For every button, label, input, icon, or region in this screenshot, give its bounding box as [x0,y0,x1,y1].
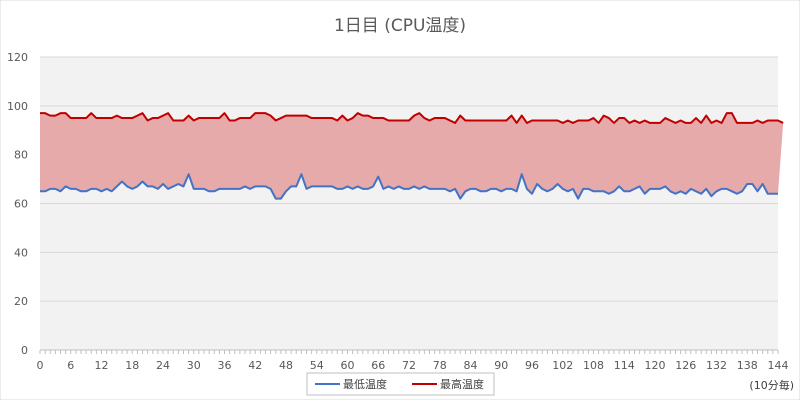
series-line-min [40,173,778,200]
y-tick-label-60: 60 [14,198,28,211]
legend-box [306,372,495,396]
y-tick-label-0: 0 [21,344,28,357]
x-tick-label-48: 48 [279,359,293,372]
x-tick-label-126: 126 [675,359,696,372]
legend-label-max: 最高温度 [440,377,484,391]
x-tick-label-102: 102 [552,359,573,372]
x-tick-label-0: 0 [37,359,44,372]
x-tick-labels: 0 6 12 18 24 30 36 42 48 54 60 66 72 78 84 90 96 102 108 11… [37,359,789,372]
x-tick-label-96: 96 [525,359,539,372]
x-tick-label-108: 108 [583,359,604,372]
series-line-max [40,112,784,124]
x-tick-label-18: 18 [125,359,139,372]
temperature-band [40,113,784,199]
y-tick-label-80: 80 [14,149,28,162]
x-tick-label-66: 66 [371,359,385,372]
x-tick-label-84: 84 [464,359,478,372]
x-tick-label-24: 24 [156,359,170,372]
x-tick-label-90: 90 [494,359,508,372]
y-tick-label-120: 120 [7,51,28,64]
axes [39,349,779,354]
x-tick-label-138: 138 [737,359,758,372]
x-tick-label-6: 6 [67,359,74,372]
x-tick-label-30: 30 [187,359,201,372]
x-tick-label-12: 12 [95,359,109,372]
legend-label-min: 最低温度 [343,377,387,391]
min-max-band [40,113,784,199]
y-tick-labels: 0 20 40 60 80 100 120 [7,51,28,357]
x-tick-label-144: 144 [768,359,789,372]
legend: 最低温度 最高温度 [306,372,495,396]
y-tick-label-40: 40 [14,246,28,259]
chart-title: 1日目 (CPU温度) [334,16,466,36]
x-tick-label-132: 132 [706,359,727,372]
x-axis-unit-label: (10分毎) [749,379,794,392]
x-tick-label-114: 114 [614,359,635,372]
x-tick-label-60: 60 [341,359,355,372]
x-tick-label-36: 36 [218,359,232,372]
series-lines [40,112,784,200]
y-tick-label-20: 20 [14,295,28,308]
x-tick-label-120: 120 [645,359,666,372]
x-tick-label-72: 72 [402,359,416,372]
y-tick-label-100: 100 [7,100,28,113]
x-tick-label-42: 42 [248,359,262,372]
x-tick-label-54: 54 [310,359,324,372]
x-tick-label-78: 78 [433,359,447,372]
